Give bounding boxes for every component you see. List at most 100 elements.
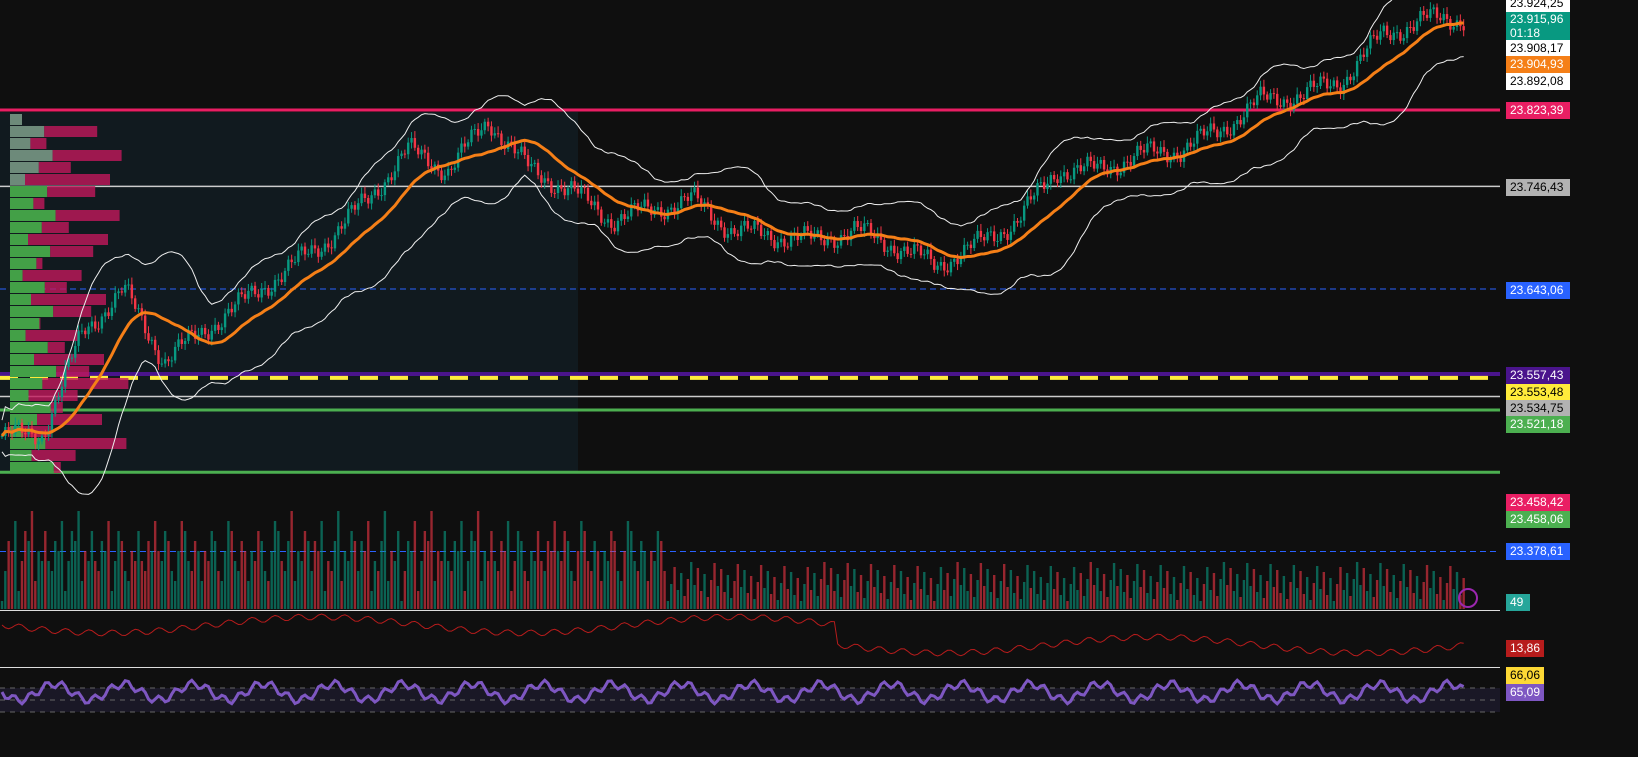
volume-bar [1009, 570, 1013, 609]
volume-bar [163, 531, 167, 609]
volume-bar [470, 531, 473, 609]
candle-body [1219, 131, 1222, 138]
candle-body [1092, 161, 1096, 169]
volume-bar [1445, 583, 1449, 609]
candle-body [683, 196, 686, 198]
candle-body [1149, 141, 1152, 144]
volume-profile-bar [56, 366, 90, 377]
candle-body [180, 339, 183, 344]
candle-body [110, 307, 114, 316]
volume-bar [263, 571, 267, 609]
candle-body [709, 206, 713, 221]
volume-bar [337, 511, 340, 609]
candle-body [1405, 26, 1409, 39]
volume-bar [866, 581, 869, 609]
candle-body [1129, 161, 1132, 166]
volume-bar [993, 575, 996, 609]
volume-profile-bar [28, 234, 108, 245]
volume-profile-bar [47, 342, 65, 353]
volume-profile-bar [10, 402, 51, 413]
candle-body [397, 156, 400, 172]
volume-bar [1319, 589, 1322, 609]
candle-body [633, 203, 636, 205]
candle-body [713, 220, 716, 225]
volume-bar [1305, 577, 1309, 609]
volume-bar [876, 570, 879, 609]
volume-bar [663, 571, 666, 609]
candle-body [670, 207, 673, 210]
volume-bar [397, 531, 400, 609]
rsi-ma-label: 66,06 [1506, 667, 1545, 684]
candle-body [1339, 87, 1342, 95]
volume-bar [650, 551, 653, 609]
volume-bar [889, 582, 893, 609]
volume-bar [909, 600, 913, 609]
volume-bar [310, 571, 313, 609]
volume-bar [623, 551, 626, 609]
volume-bar [736, 564, 740, 609]
candle-body [989, 231, 993, 233]
volume-bar [943, 590, 946, 609]
price-chart[interactable] [0, 0, 1500, 757]
candle-body [1132, 156, 1136, 166]
candle-body [766, 231, 769, 236]
volume-bar [1269, 564, 1272, 609]
candle-body [1342, 84, 1346, 95]
volume-bar [1302, 594, 1306, 609]
volume-bar [873, 587, 876, 609]
volume-bar [177, 551, 180, 609]
candle-body [739, 225, 743, 237]
candle-body [1186, 142, 1189, 151]
volume-bar [1216, 596, 1219, 609]
volume-profile-bar [10, 162, 39, 173]
volume-bar [383, 511, 387, 609]
volume-bar [327, 561, 330, 609]
candle-body [593, 201, 596, 206]
volume-bar [117, 531, 120, 609]
volume-bar [317, 551, 320, 609]
volume-bar [560, 561, 563, 609]
candle-body [150, 339, 154, 341]
volume-bar [686, 579, 690, 609]
volume-bar [193, 541, 197, 609]
candle-body [856, 221, 859, 227]
price-label: 23.643,06 [1506, 282, 1570, 299]
candle-body [893, 245, 896, 254]
candle-body [1322, 76, 1326, 79]
volume-bar [426, 541, 430, 609]
candle-body [383, 182, 387, 196]
moving-average [0, 21, 1464, 437]
volume-bar [1086, 579, 1089, 609]
volume-bar [1329, 578, 1332, 609]
volume-bar [1339, 567, 1342, 609]
volume-profile-bar [10, 330, 26, 341]
candle-body [700, 198, 703, 207]
volume-bar [793, 595, 796, 609]
volume-bar [1156, 582, 1159, 609]
volume-bar [104, 551, 107, 609]
volume-bar [966, 591, 969, 609]
candle-body [690, 192, 693, 201]
candle-body [323, 243, 327, 252]
volume-bar [1349, 596, 1352, 609]
volume-bar [1292, 565, 1296, 609]
volume-bar [1022, 582, 1026, 609]
candle-body [57, 397, 60, 400]
volume-bar [680, 573, 683, 609]
volume-bar [140, 561, 144, 609]
volume-bar [759, 565, 763, 609]
candle-body [873, 234, 876, 239]
candle-body [1415, 21, 1419, 31]
candle-body [87, 326, 90, 335]
volume-bar [60, 521, 64, 609]
candle-body [576, 188, 580, 194]
volume-bar [74, 541, 77, 609]
volume-bar [1122, 592, 1126, 609]
volume-bar [829, 568, 833, 609]
volume-bar [989, 592, 993, 609]
candle-body [1369, 35, 1372, 49]
volume-bar [1002, 564, 1006, 609]
volume-bar [799, 601, 803, 609]
volume-bar [839, 597, 843, 609]
